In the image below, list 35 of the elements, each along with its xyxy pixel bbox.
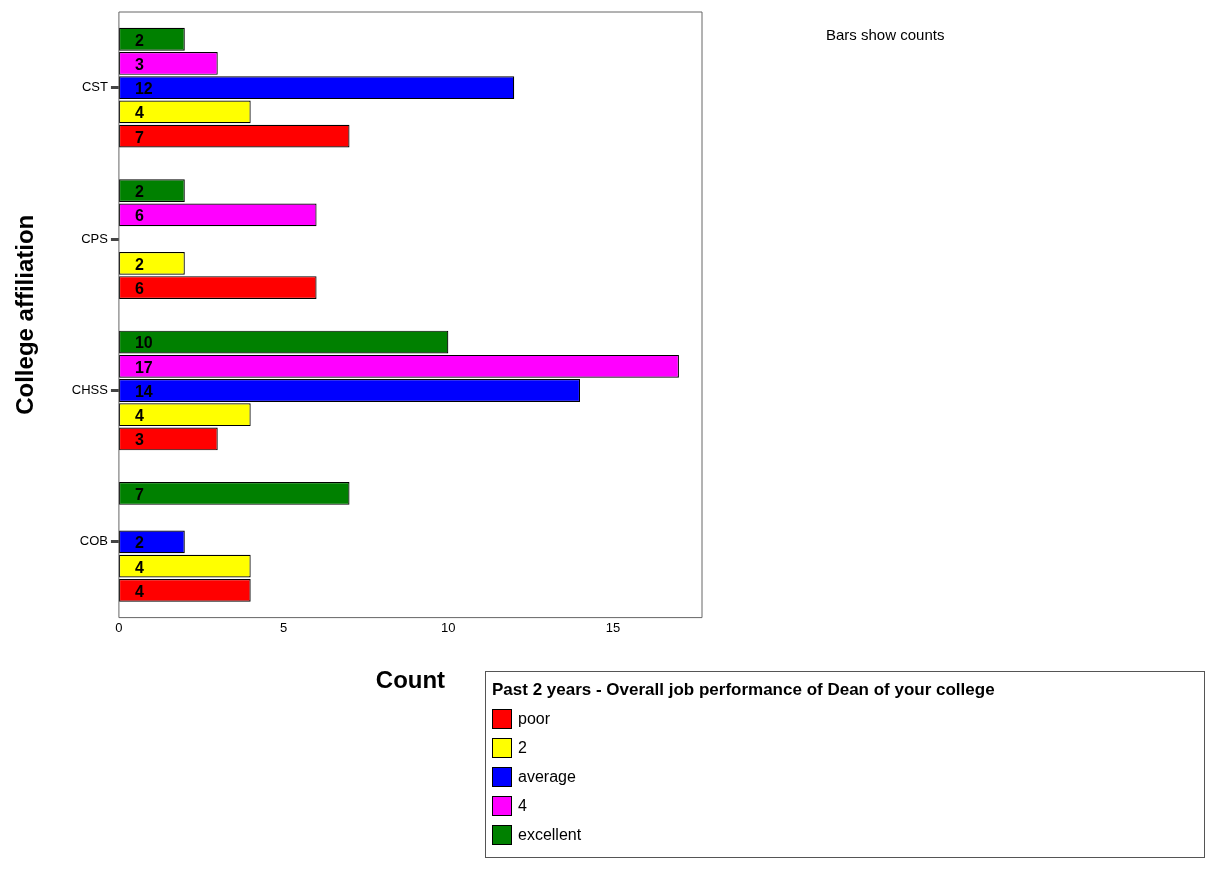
y-tick-label: CST — [81, 79, 108, 95]
data-label: 12 — [134, 80, 153, 98]
data-label: 4 — [134, 582, 144, 600]
legend-label: excellent — [517, 824, 583, 845]
data-label: 6 — [134, 279, 144, 297]
data-label: 7 — [134, 128, 144, 146]
data-label: 10 — [134, 334, 153, 352]
y-axis-title: College affiliation — [11, 214, 39, 415]
data-label: 4 — [134, 407, 144, 425]
data-label: 2 — [134, 183, 144, 201]
legend-title: Past 2 years - Overall job performance of Dean of your college — [492, 680, 996, 700]
legend-label: poor — [517, 708, 552, 729]
x-axis-title: Count — [375, 666, 446, 694]
x-tick-label: 0 — [115, 619, 123, 635]
data-label: 2 — [134, 534, 144, 552]
y-tick-label: COB — [79, 533, 108, 549]
y-tick-label: CHSS — [71, 382, 109, 398]
legend-label: average — [517, 766, 577, 787]
data-label: 2 — [134, 31, 144, 49]
data-label: 17 — [134, 358, 153, 376]
x-tick-label: 15 — [605, 619, 621, 635]
y-tick-label: CPS — [81, 230, 109, 246]
legend-label: 2 — [517, 737, 528, 758]
data-label: 6 — [134, 207, 144, 225]
data-label: 3 — [134, 431, 144, 449]
data-label: 3 — [134, 55, 144, 73]
legend-label: 4 — [517, 795, 528, 816]
text: Bars show counts — [826, 26, 945, 43]
data-label: 14 — [134, 382, 153, 400]
data-label: 2 — [134, 255, 144, 273]
x-tick-label: 5 — [280, 619, 288, 635]
data-label: 7 — [134, 485, 144, 503]
data-label: 4 — [134, 558, 144, 576]
x-tick-label: 10 — [441, 619, 456, 635]
data-label: 4 — [134, 104, 144, 122]
